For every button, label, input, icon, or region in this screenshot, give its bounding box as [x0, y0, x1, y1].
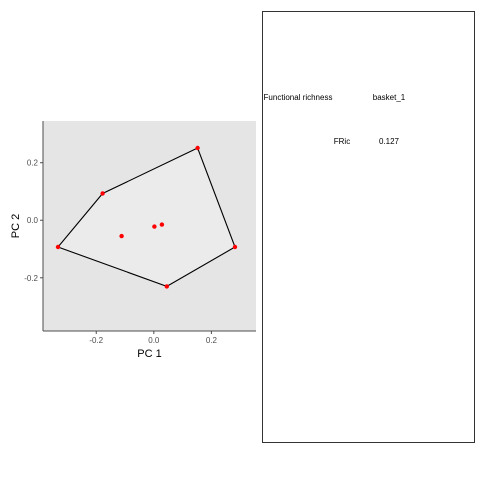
table-header-basket: basket_1	[373, 93, 406, 102]
x-axis-title: PC 1	[137, 348, 161, 360]
data-point-5	[119, 233, 124, 239]
x-tick-label: 0.2	[206, 336, 218, 345]
y-tick-label: 0.2	[27, 159, 39, 168]
table-row-value: 0.127	[379, 137, 400, 146]
convex-hull-polygon	[57, 147, 236, 288]
data-point-4	[232, 244, 238, 250]
data-point-6	[152, 224, 157, 229]
y-axis-ticks: -0.2 0.0 0.2	[24, 159, 43, 283]
data-point-3	[164, 284, 169, 289]
y-axis-title: PC 2	[10, 214, 22, 238]
data-point-7	[159, 222, 165, 227]
x-tick-label: -0.2	[89, 336, 103, 345]
data-point-2	[55, 244, 61, 250]
table-row-label: FRic	[334, 137, 350, 146]
y-tick-label: 0.0	[27, 216, 39, 225]
data-point-0	[195, 145, 200, 151]
convex-hull-layer	[57, 147, 236, 288]
table-panel	[262, 11, 475, 443]
table-header-metric: Functional richness	[264, 93, 333, 102]
y-tick-label: -0.2	[24, 274, 38, 283]
x-axis-ticks: -0.2 0.0 0.2	[89, 331, 217, 345]
x-tick-label: 0.0	[148, 336, 160, 345]
points-layer	[55, 145, 238, 289]
data-point-1	[100, 191, 105, 196]
